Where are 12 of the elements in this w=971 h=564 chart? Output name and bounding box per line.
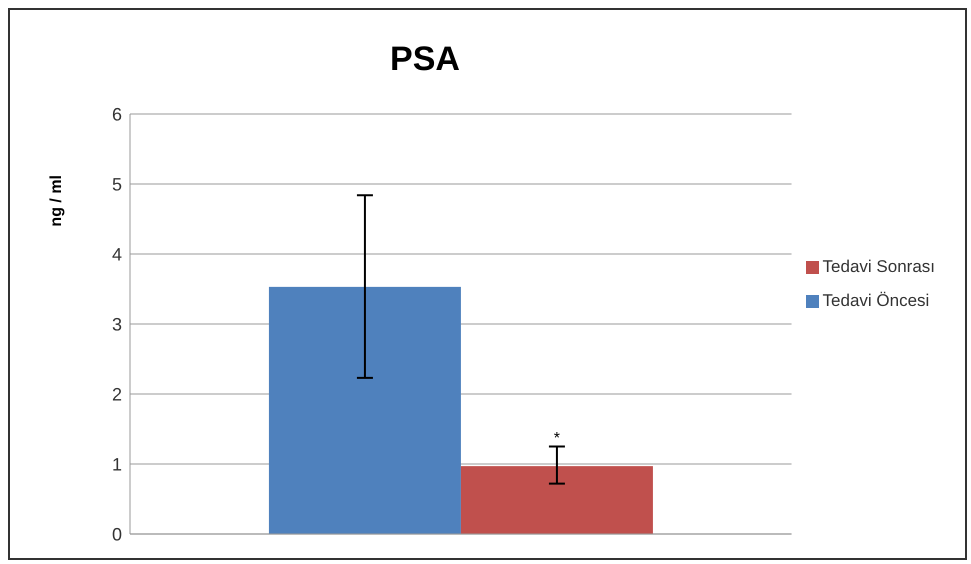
y-tick-label: 4 xyxy=(112,244,122,264)
y-tick-label: 2 xyxy=(112,384,122,404)
y-tick-label: 5 xyxy=(112,174,122,194)
y-tick-label: 0 xyxy=(112,524,122,544)
y-axis-title: ng / ml xyxy=(48,175,66,227)
legend-label: Tedavi Öncesi xyxy=(822,291,930,310)
legend-label: Tedavi Sonrası xyxy=(822,257,935,276)
annotation: * xyxy=(554,430,560,447)
y-tick-label: 3 xyxy=(112,314,122,334)
chart-title: PSA xyxy=(389,40,461,79)
y-tick-label: 1 xyxy=(112,454,122,474)
y-tick-label: 6 xyxy=(112,104,122,124)
